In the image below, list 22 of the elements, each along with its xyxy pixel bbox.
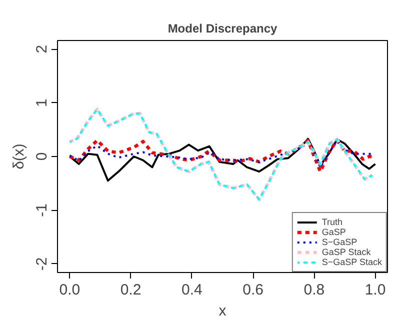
line-series	[68, 138, 376, 182]
y-tick-label: 0	[34, 152, 50, 161]
x-tick-label: 0.0	[59, 282, 80, 298]
x-axis-title: x	[218, 302, 227, 320]
x-tick-label: 0.6	[242, 282, 264, 298]
chart-title: Model Discrepancy	[168, 22, 278, 36]
y-tick-label: 2	[34, 44, 50, 54]
legend-label: Truth	[322, 217, 343, 227]
x-tick-label: 0.2	[120, 282, 142, 298]
x-tick-label: 0.8	[304, 282, 325, 298]
y-axis-title: δ(x)	[10, 144, 28, 170]
x-tick-label: 1.0	[364, 282, 386, 298]
legend-label: S−GaSP Stack	[322, 257, 382, 267]
line-series	[68, 138, 374, 174]
y-tick-label: -1	[34, 204, 50, 217]
legend-label: S−GaSP	[322, 237, 358, 247]
line-series	[68, 139, 374, 168]
y-tick-label: 1	[34, 98, 50, 107]
x-tick-label: 0.4	[182, 282, 202, 298]
legend-label: GaSP Stack	[322, 247, 371, 257]
legend-label: GaSP	[322, 227, 346, 237]
y-tick-label: -2	[34, 257, 50, 271]
